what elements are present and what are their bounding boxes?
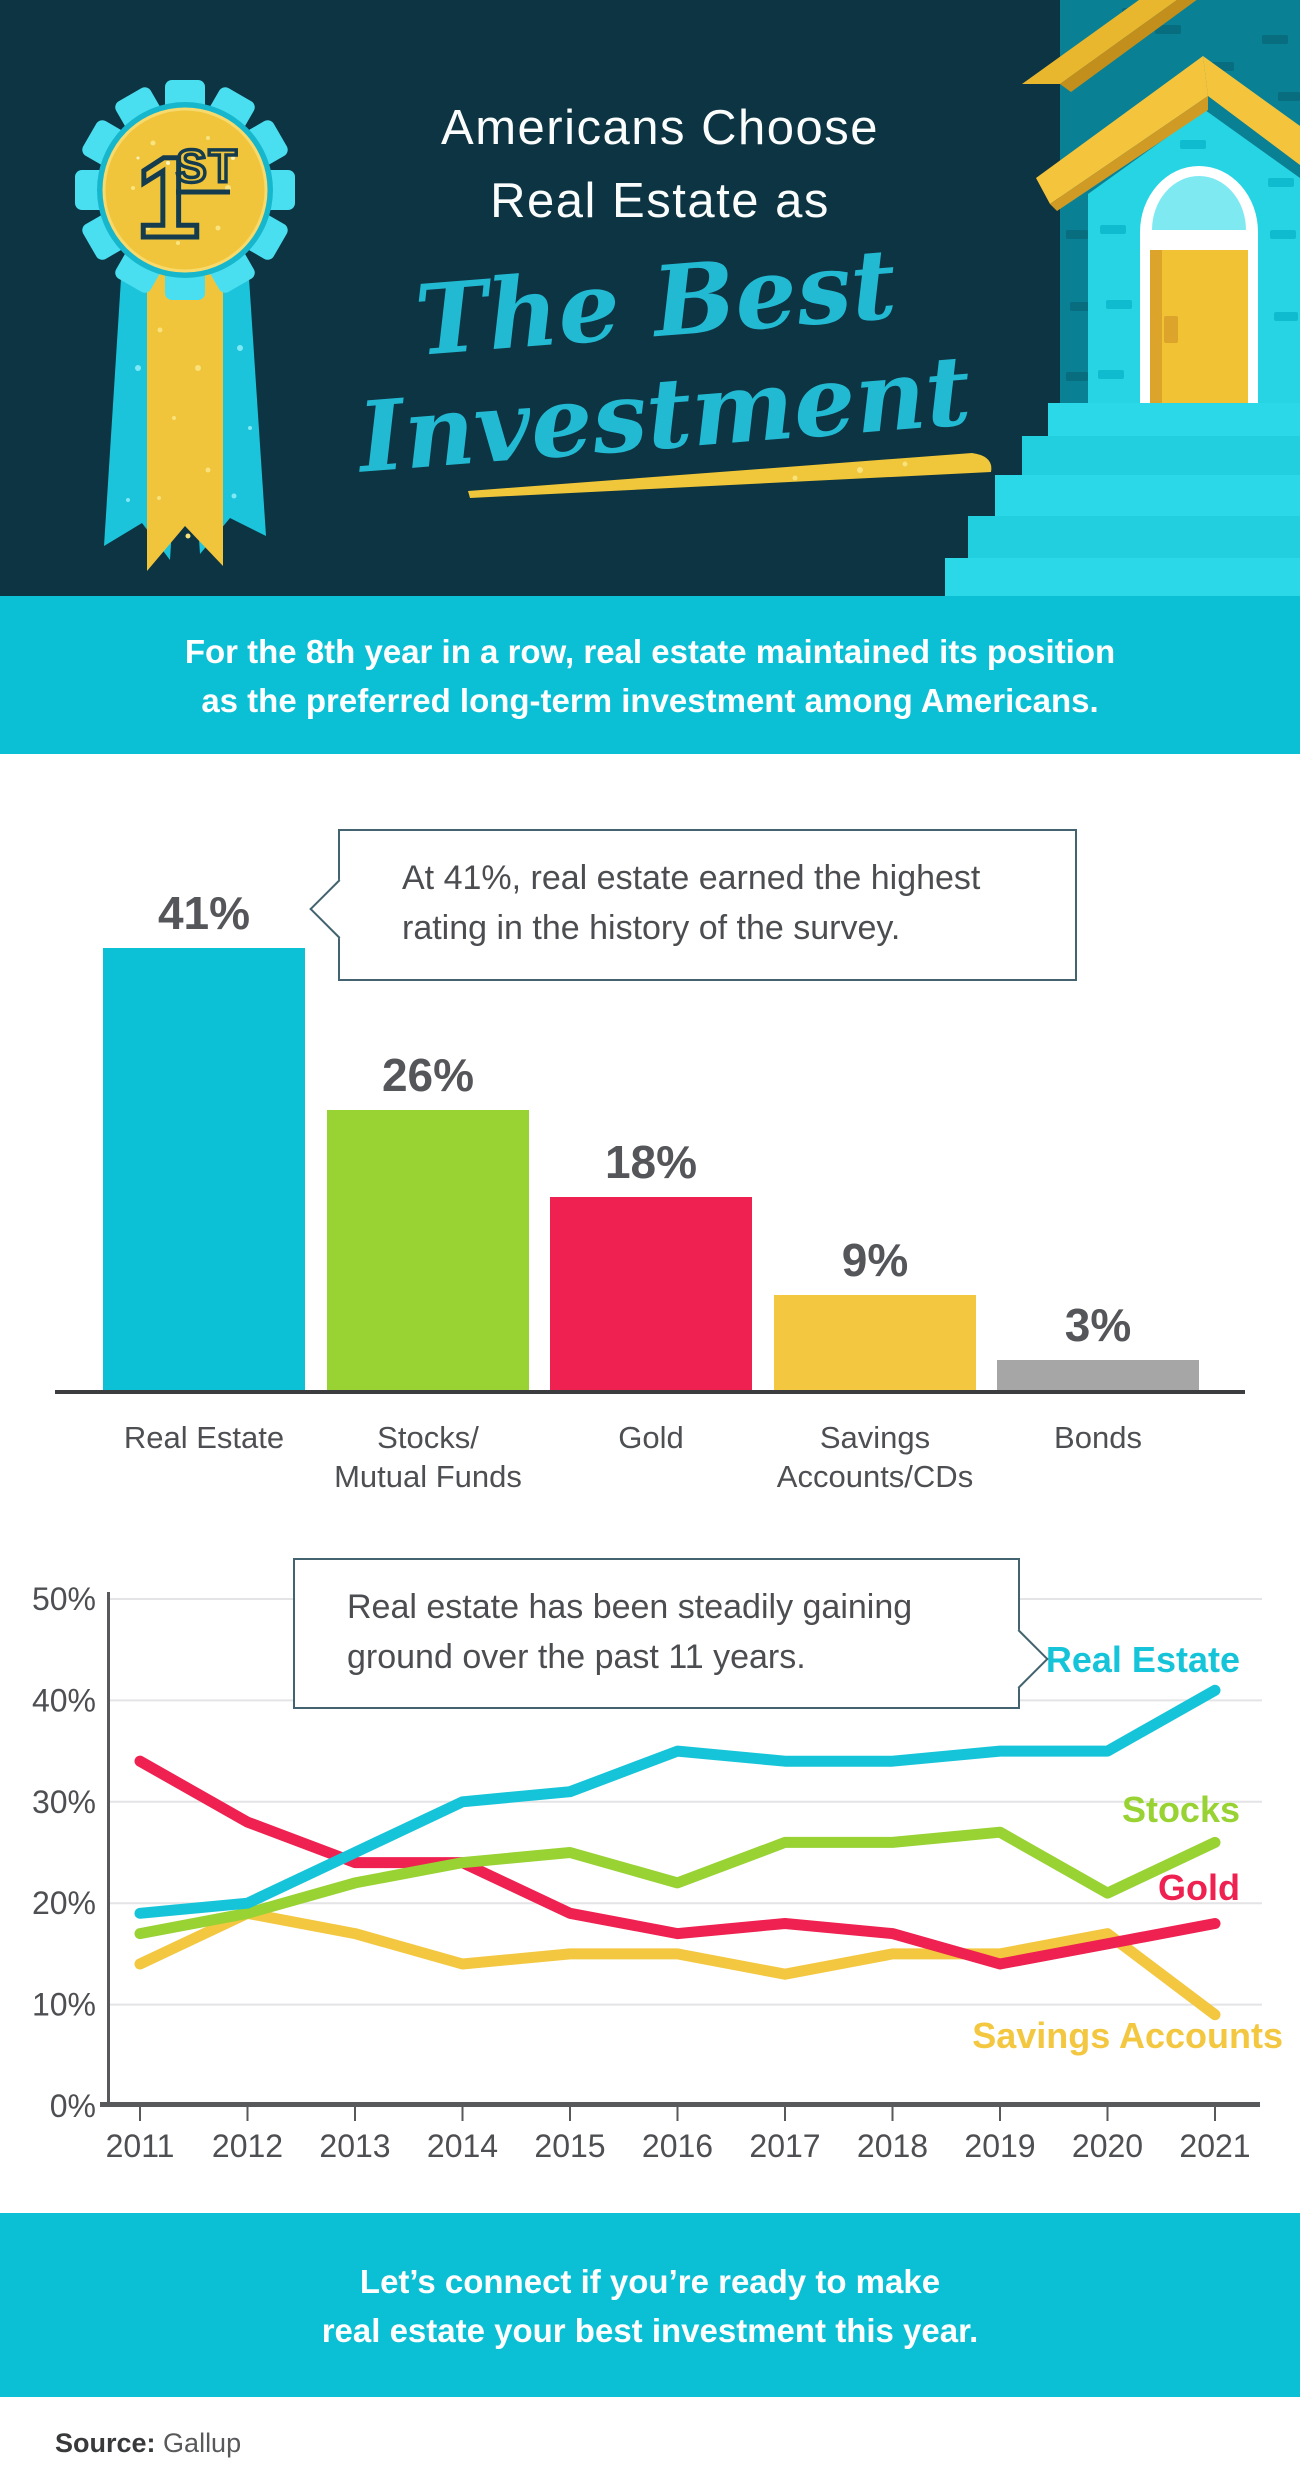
banner-top-line-2: as the preferred long-term investment am…: [201, 682, 1099, 719]
series-label-savings-accounts: Savings Accounts: [972, 2015, 1283, 2056]
source-note: Source: Gallup: [55, 2428, 241, 2459]
badge-number-text: 1: [136, 134, 200, 262]
bar-category-label: Bonds: [1054, 1420, 1142, 1455]
series-label-real-estate: Real Estate: [1046, 1639, 1240, 1680]
series-label-stocks: Stocks: [1122, 1789, 1240, 1830]
page-title: Americans Choose Real Estate as: [320, 92, 1000, 238]
banner-bottom-line-2: real estate your best investment this ye…: [321, 2312, 979, 2349]
line-series-gold: [134, 1755, 1221, 1970]
y-tick-label-50%: 50%: [32, 1581, 96, 1617]
y-tick-label-30%: 30%: [32, 1784, 96, 1820]
line-callout-line-1: Real estate has been steadily gaining: [347, 1588, 913, 1626]
x-tick-label-2015: 2015: [534, 2128, 605, 2164]
x-axis-line: [100, 2102, 1260, 2107]
bar-chart-callout: At 41%, real estate earned the highest r…: [309, 829, 1077, 981]
banner-top-line-1: For the 8th year in a row, real estate m…: [184, 633, 1116, 670]
source-value: Gallup: [163, 2428, 242, 2458]
badge-suffix-text: ST: [176, 140, 239, 192]
series-label-gold: Gold: [1158, 1867, 1240, 1908]
bar-chart-axis: [55, 1390, 1245, 1394]
house-illustration: [945, 0, 1300, 596]
bar-value-label: 41%: [157, 887, 251, 939]
bar-real-estate: [103, 948, 305, 1392]
bar-gold: [550, 1197, 752, 1392]
line-series-stocks: [134, 1826, 1221, 1940]
y-axis-line: [107, 1592, 110, 2106]
bar-value-label: 18%: [604, 1136, 698, 1188]
banner-bottom-line-1: Let’s connect if you’re ready to make: [359, 2263, 941, 2300]
x-tick-label-2016: 2016: [642, 2128, 713, 2164]
x-tick-label-2013: 2013: [319, 2128, 390, 2164]
title-line-1: Americans Choose: [441, 101, 879, 155]
gold-swoosh-underline: [468, 453, 992, 498]
bar-category-label: Real Estate: [123, 1420, 285, 1455]
x-tick-label-2020: 2020: [1072, 2128, 1143, 2164]
x-tick-label-2011: 2011: [106, 2128, 175, 2164]
header: 1 ST Americans Choose Real Estate as The…: [0, 0, 1300, 596]
y-tick-label-40%: 40%: [32, 1682, 96, 1718]
bar-stocks-mutual-funds: [327, 1110, 529, 1392]
bar-value-label: 9%: [841, 1234, 909, 1286]
bar-category-label: Gold: [618, 1420, 684, 1455]
banner-bottom: Let’s connect if you’re ready to make re…: [0, 2213, 1300, 2397]
bar-callout-line-2: rating in the history of the survey.: [402, 909, 901, 947]
banner-top: For the 8th year in a row, real estate m…: [0, 596, 1300, 754]
line-callout-line-2: ground over the past 11 years.: [347, 1638, 806, 1676]
x-tick-label-2014: 2014: [427, 2128, 498, 2164]
bar-value-label: 26%: [381, 1049, 475, 1101]
y-tick-label-20%: 20%: [32, 1885, 96, 1921]
line-series-real-estate: [134, 1684, 1221, 1919]
x-tick-label-2012: 2012: [212, 2128, 283, 2164]
x-tick-label-2021: 2021: [1179, 2128, 1250, 2164]
line-chart: 0% 10% 20% 30% 40% 50% 2011 2012 2013 2014 2015 201…: [32, 1581, 1283, 2164]
x-tick-label-2017: 2017: [749, 2128, 820, 2164]
bar-bonds: [997, 1360, 1199, 1392]
y-tick-label-10%: 10%: [32, 1987, 96, 2023]
x-tick-label-2018: 2018: [857, 2128, 928, 2164]
source-label: Source:: [55, 2428, 156, 2458]
line-series-savings-accounts: [134, 1907, 1221, 2021]
title-line-2: Real Estate as: [490, 174, 830, 228]
bar-callout-line-1: At 41%, real estate earned the highest: [402, 859, 981, 897]
bar-savings-accounts-cds: [774, 1295, 976, 1392]
bar-category-label: Stocks/ Mutual Funds: [334, 1420, 522, 1494]
bar-value-label: 3%: [1064, 1299, 1132, 1351]
bar-chart: 41% Real Estate 26% Stocks/ Mutual Funds 18%…: [0, 820, 1300, 1520]
y-tick-label-0%: 0%: [50, 2088, 96, 2124]
bar-category-label: Savings Accounts/CDs: [776, 1420, 974, 1494]
first-place-ribbon-icon: 1 ST: [75, 80, 295, 571]
line-chart-callout: Real estate has been steadily gaining gr…: [293, 1558, 1049, 1709]
x-tick-label-2019: 2019: [964, 2128, 1035, 2164]
